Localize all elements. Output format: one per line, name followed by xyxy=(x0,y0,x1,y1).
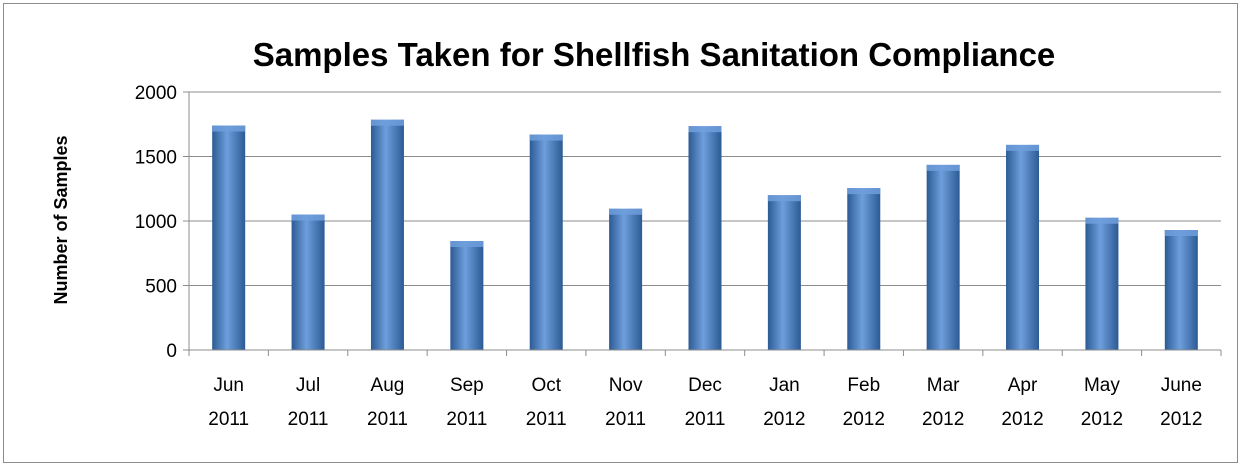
x-tick-label-month: Apr xyxy=(1008,375,1038,396)
bar-body xyxy=(529,134,563,350)
x-tick-label-year: 2012 xyxy=(763,409,805,430)
bar-body xyxy=(767,195,801,350)
x-tick-label-month: Jan xyxy=(769,375,800,396)
x-tick-label-year: 2011 xyxy=(685,409,726,430)
axes xyxy=(183,91,1222,356)
bar-body xyxy=(1085,217,1119,350)
bar-cap xyxy=(212,125,246,132)
bar-cap xyxy=(1085,217,1119,224)
y-axis-label: Number of Samples xyxy=(51,135,71,304)
x-tick-label-month: Nov xyxy=(609,375,643,396)
chart-title: Samples Taken for Shellfish Sanitation C… xyxy=(253,36,1056,73)
bar-cap xyxy=(847,188,881,195)
x-tick-label-year: 2012 xyxy=(1160,409,1202,430)
bar xyxy=(450,240,484,350)
x-tick-label-month: Sep xyxy=(450,375,484,396)
y-tick-label: 2000 xyxy=(135,83,177,104)
x-tick-label-month: June xyxy=(1161,375,1202,396)
bar-body xyxy=(370,119,404,350)
x-tick-label-year: 2012 xyxy=(922,409,964,430)
x-tick-label-month: Oct xyxy=(531,375,561,396)
bar xyxy=(926,164,960,350)
bar xyxy=(529,134,563,350)
bar-cap xyxy=(688,126,722,133)
bar xyxy=(1006,144,1040,350)
bar-cap xyxy=(609,208,643,215)
bar xyxy=(212,125,246,350)
bar-cap xyxy=(529,134,563,141)
x-tick-label-year: 2012 xyxy=(843,409,885,430)
x-tick-label-year: 2011 xyxy=(526,409,567,430)
bar-body xyxy=(926,164,960,350)
bar-cap xyxy=(767,195,801,202)
bar xyxy=(370,119,404,350)
bar-body xyxy=(688,126,722,350)
y-tick-label: 1000 xyxy=(135,212,177,233)
bar-body xyxy=(291,214,325,350)
bar-cap xyxy=(370,119,404,126)
bar xyxy=(1085,217,1119,350)
y-tick-label: 1500 xyxy=(135,148,177,169)
x-tick-label-year: 2011 xyxy=(446,409,487,430)
bar xyxy=(1164,230,1198,350)
bar-cap xyxy=(1164,230,1198,237)
bar xyxy=(847,188,881,350)
x-tick-label-year: 2012 xyxy=(1081,409,1123,430)
x-tick-label-year: 2011 xyxy=(208,409,249,430)
bars xyxy=(212,119,1198,350)
bar-body xyxy=(609,208,643,350)
tick-labels: 0 500 1000 1500 2000 Jun 2011 Jul 2011 Aug 2011 Sep… xyxy=(135,83,1203,430)
bar-body xyxy=(1164,230,1198,350)
x-tick-label-month: May xyxy=(1084,375,1120,396)
bar-body xyxy=(847,188,881,350)
x-tick-label-year: 2012 xyxy=(1001,409,1043,430)
bar-body xyxy=(212,125,246,350)
x-tick-label-month: Aug xyxy=(371,375,405,396)
bar-body xyxy=(450,240,484,350)
x-tick-label-month: Jul xyxy=(296,375,320,396)
y-tick-label: 0 xyxy=(166,341,177,362)
x-tick-label-year: 2011 xyxy=(367,409,408,430)
bar xyxy=(688,126,722,350)
bar xyxy=(291,214,325,350)
bar xyxy=(609,208,643,350)
bar xyxy=(767,195,801,350)
bar-cap xyxy=(291,214,325,221)
x-tick-label-month: Mar xyxy=(927,375,960,396)
x-tick-label-month: Jun xyxy=(213,375,244,396)
x-tick-label-month: Feb xyxy=(847,375,880,396)
x-tick-label-year: 2011 xyxy=(605,409,646,430)
bar-cap xyxy=(1006,144,1040,151)
x-tick-label-month: Dec xyxy=(688,375,722,396)
y-tick-label: 500 xyxy=(145,277,177,298)
bar-cap xyxy=(450,240,484,247)
x-tick-label-year: 2011 xyxy=(288,409,329,430)
bar-body xyxy=(1006,144,1040,350)
bar-cap xyxy=(926,164,960,171)
